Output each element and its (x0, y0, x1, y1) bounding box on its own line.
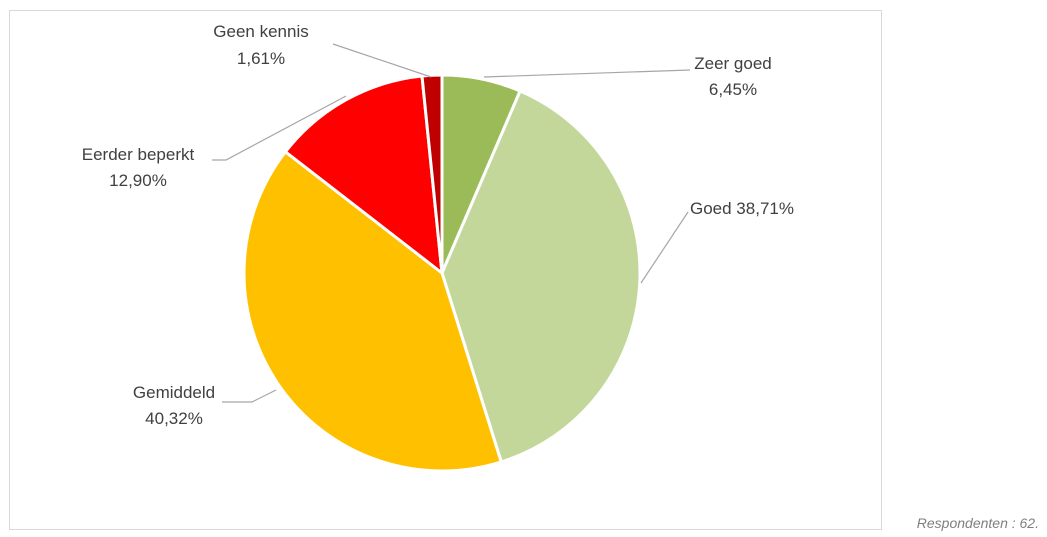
leader-line-eerder-beperkt (212, 95, 347, 161)
pie-slice-goed (440, 89, 642, 464)
data-label-goed: Goed 38,71% (690, 199, 794, 218)
leader-line-gemiddeld (222, 389, 277, 403)
value-label-geen-kennis: 1,61% (237, 49, 285, 68)
value-label-gemiddeld: 40,32% (145, 409, 203, 428)
category-label-eerder-beperkt: Eerder beperkt (82, 145, 195, 164)
value-label-eerder-beperkt: 12,90% (109, 171, 167, 190)
category-label-geen-kennis: Geen kennis (213, 22, 308, 41)
respondents-footnote: Respondenten : 62. (916, 515, 1039, 531)
leader-line-goed (640, 211, 689, 284)
pie-slice-geen-kennis (420, 73, 444, 275)
pie-slice-eerder-beperkt (283, 74, 444, 275)
category-label-gemiddeld: Gemiddeld (133, 383, 215, 402)
pie-slice-gemiddeld (242, 150, 503, 473)
value-label-zeer-goed: 6,45% (709, 80, 757, 99)
category-label-zeer-goed: Zeer goed (694, 54, 772, 73)
leader-line-geen-kennis (332, 43, 432, 78)
leader-line-zeer-goed (483, 69, 691, 78)
